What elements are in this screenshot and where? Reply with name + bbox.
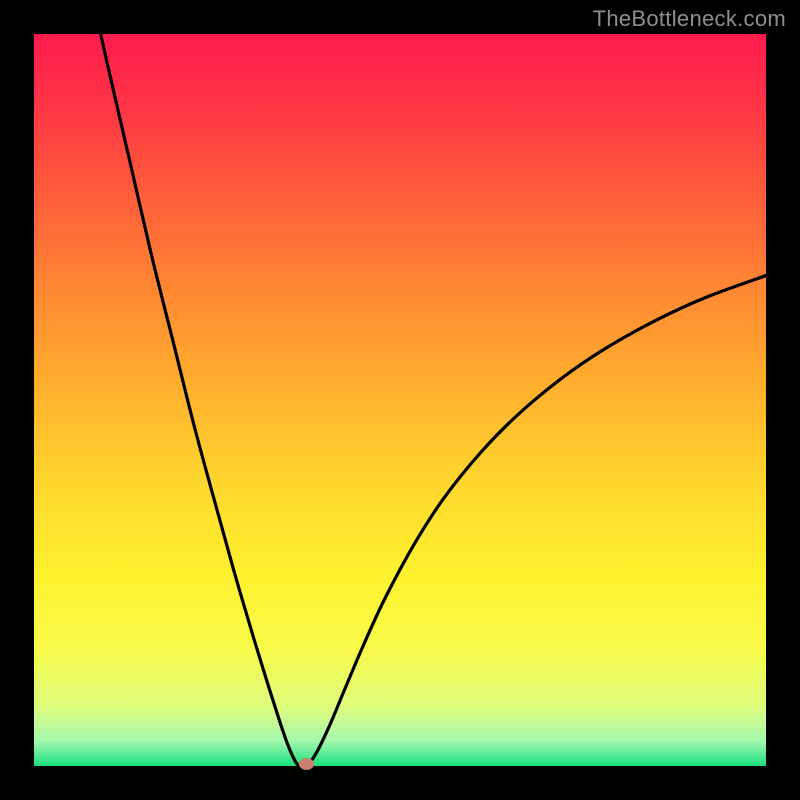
- chart-stage: TheBottleneck.com: [0, 0, 800, 800]
- plot-background: [34, 34, 766, 766]
- optimum-marker: [299, 758, 314, 770]
- watermark-text: TheBottleneck.com: [593, 6, 786, 32]
